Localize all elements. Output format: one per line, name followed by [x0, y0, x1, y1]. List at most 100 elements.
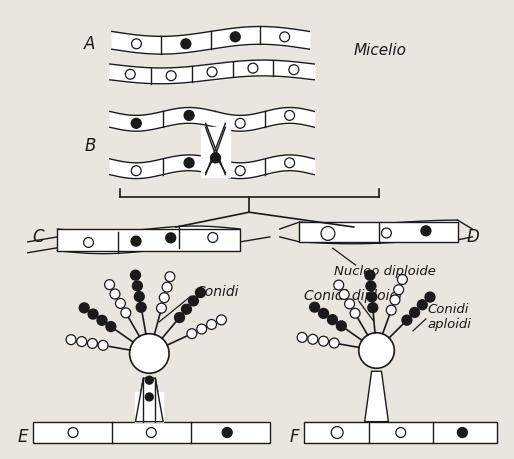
Circle shape [159, 293, 169, 302]
Circle shape [131, 236, 141, 246]
Circle shape [166, 71, 176, 81]
Circle shape [121, 308, 131, 318]
Circle shape [248, 63, 258, 73]
Circle shape [336, 321, 346, 331]
Circle shape [68, 428, 78, 437]
Circle shape [222, 428, 232, 437]
Circle shape [417, 300, 427, 310]
Circle shape [79, 303, 89, 313]
Circle shape [329, 338, 339, 348]
Circle shape [425, 292, 435, 302]
Circle shape [285, 158, 295, 168]
Circle shape [195, 288, 206, 297]
Circle shape [457, 428, 467, 437]
Circle shape [387, 305, 396, 315]
Circle shape [310, 302, 320, 312]
Circle shape [289, 65, 299, 75]
Circle shape [350, 308, 360, 318]
Circle shape [130, 334, 169, 373]
Circle shape [131, 166, 141, 176]
Circle shape [208, 233, 218, 242]
Polygon shape [364, 371, 389, 422]
Circle shape [327, 315, 337, 325]
Circle shape [84, 237, 94, 247]
Circle shape [88, 309, 98, 319]
Polygon shape [200, 127, 230, 177]
Bar [58, 229, 240, 251]
Circle shape [106, 322, 116, 331]
Circle shape [285, 111, 295, 120]
Circle shape [77, 336, 87, 347]
Text: Micelio: Micelio [354, 43, 407, 58]
Circle shape [131, 270, 140, 280]
Circle shape [166, 233, 176, 243]
Circle shape [97, 315, 107, 325]
Circle shape [134, 291, 144, 302]
Circle shape [397, 274, 407, 285]
Circle shape [345, 299, 355, 309]
Circle shape [181, 39, 191, 49]
Bar [300, 222, 457, 242]
Circle shape [321, 227, 335, 241]
Circle shape [366, 281, 376, 291]
Bar [33, 422, 270, 443]
Text: Conidi diploidi: Conidi diploidi [304, 289, 402, 303]
Circle shape [319, 308, 328, 319]
Circle shape [334, 280, 344, 290]
Circle shape [184, 158, 194, 168]
Circle shape [421, 226, 431, 236]
Circle shape [105, 280, 115, 290]
Circle shape [133, 281, 142, 291]
Text: C: C [32, 228, 44, 246]
Circle shape [308, 334, 318, 344]
Circle shape [368, 303, 378, 313]
Polygon shape [136, 378, 163, 422]
Circle shape [216, 315, 226, 325]
Circle shape [175, 313, 185, 323]
Circle shape [143, 350, 155, 361]
Circle shape [235, 118, 245, 128]
Circle shape [165, 272, 175, 282]
Circle shape [280, 32, 289, 42]
Circle shape [402, 315, 412, 325]
Circle shape [66, 335, 76, 345]
Circle shape [116, 298, 125, 308]
Circle shape [331, 426, 343, 438]
Circle shape [365, 270, 375, 280]
Text: D: D [467, 228, 480, 246]
Circle shape [132, 39, 141, 49]
Circle shape [181, 304, 191, 314]
Text: B: B [84, 137, 96, 155]
Text: Nucleo diploide: Nucleo diploide [334, 265, 436, 278]
Circle shape [136, 302, 146, 312]
Circle shape [390, 295, 400, 305]
Circle shape [87, 338, 97, 348]
Circle shape [189, 296, 198, 306]
Circle shape [197, 324, 207, 334]
Circle shape [396, 428, 406, 437]
Circle shape [131, 118, 141, 128]
Circle shape [184, 111, 194, 120]
Circle shape [162, 282, 172, 292]
Circle shape [187, 329, 197, 339]
Circle shape [394, 285, 403, 295]
Circle shape [145, 393, 153, 401]
Circle shape [146, 428, 156, 437]
Circle shape [367, 292, 377, 302]
Circle shape [297, 332, 307, 342]
Circle shape [230, 32, 240, 42]
Circle shape [381, 228, 391, 238]
Text: Conidi
aploidi: Conidi aploidi [428, 303, 472, 331]
Circle shape [410, 308, 419, 317]
Text: E: E [17, 428, 28, 447]
Circle shape [319, 336, 328, 346]
Circle shape [372, 347, 381, 358]
Text: A: A [84, 35, 96, 53]
Circle shape [157, 303, 167, 313]
Text: Conidi: Conidi [196, 285, 239, 299]
Circle shape [339, 290, 349, 299]
Circle shape [125, 69, 135, 79]
Circle shape [110, 289, 120, 299]
Bar [304, 422, 497, 443]
Circle shape [235, 166, 245, 176]
